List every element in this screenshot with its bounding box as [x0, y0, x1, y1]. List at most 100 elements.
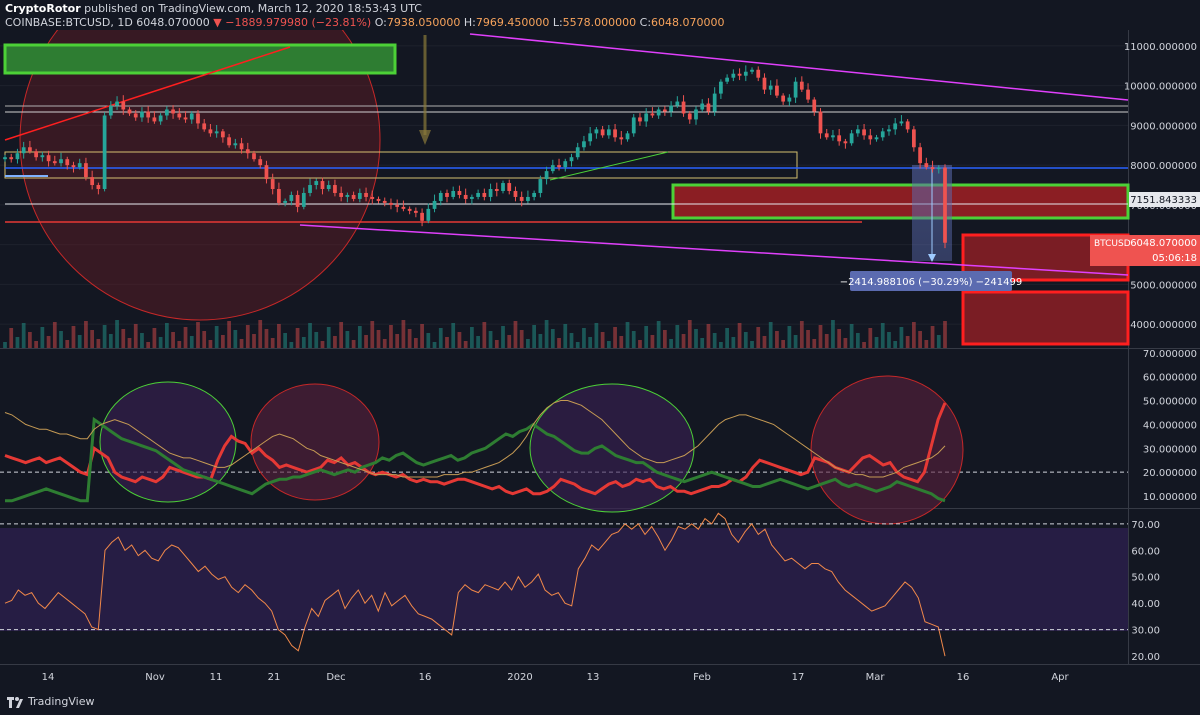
- candle[interactable]: [34, 151, 38, 158]
- candle[interactable]: [656, 109, 661, 116]
- candle[interactable]: [806, 89, 810, 100]
- candle[interactable]: [862, 129, 866, 136]
- candle[interactable]: [775, 85, 779, 96]
- candle[interactable]: [768, 85, 773, 90]
- candle[interactable]: [793, 81, 798, 98]
- candle[interactable]: [108, 105, 113, 116]
- candle[interactable]: [96, 185, 101, 189]
- highlight-circle[interactable]: [19, 30, 381, 321]
- candle[interactable]: [9, 157, 14, 160]
- candle[interactable]: [121, 101, 126, 110]
- candle[interactable]: [762, 77, 767, 90]
- candle[interactable]: [880, 131, 885, 138]
- candle[interactable]: [65, 159, 70, 166]
- candle[interactable]: [874, 137, 879, 140]
- candle[interactable]: [719, 81, 723, 94]
- candle[interactable]: [544, 171, 549, 180]
- rsi-lines[interactable]: [0, 512, 1128, 657]
- highlight-ellipse[interactable]: [99, 381, 237, 503]
- candle[interactable]: [501, 183, 505, 191]
- candle[interactable]: [233, 143, 238, 146]
- candle[interactable]: [413, 210, 418, 213]
- candle[interactable]: [445, 192, 449, 197]
- candle[interactable]: [177, 113, 182, 118]
- candle[interactable]: [382, 200, 387, 203]
- candle[interactable]: [600, 129, 605, 136]
- candle[interactable]: [21, 147, 26, 154]
- candle[interactable]: [3, 157, 7, 160]
- candle[interactable]: [227, 137, 231, 146]
- candle[interactable]: [102, 115, 107, 189]
- candle[interactable]: [700, 103, 705, 110]
- candle[interactable]: [133, 113, 138, 118]
- candle[interactable]: [725, 77, 729, 82]
- candle[interactable]: [389, 202, 393, 205]
- candle[interactable]: [899, 121, 904, 124]
- candle[interactable]: [905, 121, 910, 130]
- candle[interactable]: [420, 212, 424, 221]
- candle[interactable]: [750, 69, 754, 72]
- candle[interactable]: [706, 103, 711, 112]
- candle[interactable]: [295, 194, 300, 207]
- candle[interactable]: [513, 190, 518, 197]
- candle[interactable]: [550, 165, 555, 172]
- candle[interactable]: [245, 149, 250, 154]
- candle[interactable]: [426, 208, 431, 221]
- candle[interactable]: [631, 117, 636, 134]
- candle[interactable]: [943, 167, 947, 243]
- candle[interactable]: [582, 141, 586, 148]
- candle[interactable]: [71, 165, 76, 168]
- candle[interactable]: [15, 153, 20, 160]
- candle[interactable]: [301, 192, 306, 207]
- candle[interactable]: [619, 137, 624, 140]
- candle[interactable]: [936, 167, 941, 170]
- candle[interactable]: [538, 179, 543, 193]
- candle[interactable]: [787, 97, 792, 102]
- candle[interactable]: [152, 117, 157, 122]
- target-box[interactable]: [961, 290, 1130, 346]
- candle[interactable]: [781, 95, 786, 102]
- highlight-ellipse[interactable]: [529, 383, 695, 513]
- candle[interactable]: [638, 117, 642, 122]
- candle[interactable]: [532, 192, 537, 197]
- candle[interactable]: [694, 109, 698, 120]
- candle[interactable]: [681, 101, 686, 114]
- candle[interactable]: [824, 133, 829, 138]
- candle[interactable]: [924, 163, 929, 168]
- candle[interactable]: [663, 109, 667, 112]
- candle[interactable]: [77, 163, 82, 168]
- supply-zone-box[interactable]: [671, 183, 1130, 220]
- candle[interactable]: [283, 200, 287, 203]
- highlight-ellipse[interactable]: [810, 375, 964, 525]
- candle[interactable]: [221, 131, 225, 138]
- candle[interactable]: [731, 73, 736, 78]
- candle[interactable]: [158, 115, 163, 122]
- candle[interactable]: [737, 73, 742, 76]
- candle[interactable]: [743, 71, 748, 76]
- candle[interactable]: [208, 129, 213, 134]
- candle[interactable]: [849, 133, 854, 144]
- candle[interactable]: [370, 196, 375, 199]
- candle[interactable]: [488, 189, 493, 197]
- candle[interactable]: [164, 109, 169, 116]
- candle[interactable]: [357, 192, 362, 199]
- candle[interactable]: [606, 129, 611, 136]
- candle[interactable]: [308, 185, 312, 193]
- trend-line[interactable]: [4, 46, 291, 141]
- candle[interactable]: [594, 129, 599, 134]
- candle[interactable]: [930, 167, 935, 170]
- candle[interactable]: [563, 161, 568, 168]
- candle[interactable]: [28, 147, 32, 152]
- candle[interactable]: [526, 196, 530, 201]
- candle[interactable]: [189, 113, 194, 120]
- candle[interactable]: [314, 181, 319, 186]
- candle[interactable]: [84, 163, 88, 178]
- candle[interactable]: [90, 177, 95, 186]
- candle[interactable]: [59, 159, 63, 164]
- candle[interactable]: [140, 111, 144, 118]
- symbol-label[interactable]: COINBASE:BTCUSD, 1D: [5, 16, 133, 29]
- candle[interactable]: [171, 109, 175, 114]
- trend-line[interactable]: [299, 224, 1129, 276]
- chart-canvas[interactable]: −2414.988106 (−30.29%) −241499 11000.000…: [0, 30, 1200, 690]
- candle[interactable]: [818, 111, 823, 134]
